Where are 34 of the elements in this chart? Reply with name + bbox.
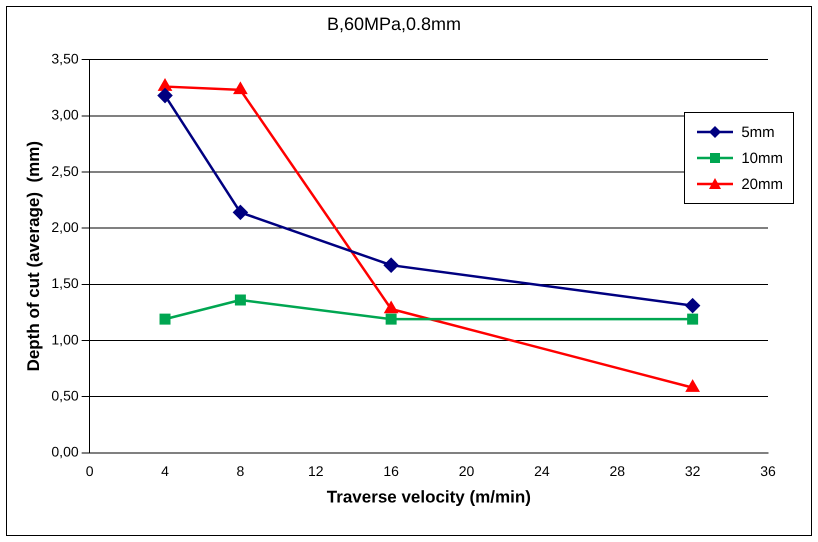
- x-tick-label: 16: [383, 463, 400, 480]
- point: [158, 88, 172, 103]
- point: [234, 294, 246, 306]
- point: [384, 258, 398, 272]
- y-tick-label: 2,50: [51, 162, 79, 179]
- x-tick-label: 36: [760, 463, 776, 480]
- legend-label: 5mm: [741, 124, 775, 140]
- x-tick-label: 8: [236, 463, 244, 480]
- point: [386, 314, 397, 325]
- y-tick-label: 1,00: [51, 331, 79, 348]
- x-tick-label: 4: [161, 463, 170, 480]
- y-axis-title: Depth of cut (average) (mm): [24, 140, 43, 372]
- point: [687, 314, 698, 325]
- x-tick-label: 0: [86, 463, 94, 480]
- y-tick-label: 0,00: [51, 444, 79, 460]
- point: [685, 298, 700, 313]
- point: [158, 79, 172, 91]
- x-tick-label: 32: [684, 463, 701, 480]
- x-tick-label: 20: [458, 463, 475, 480]
- y-tick-label: 3,50: [51, 50, 79, 66]
- point: [160, 314, 171, 325]
- legend-label: 10mm: [741, 150, 783, 166]
- legend-label: 20mm: [741, 176, 783, 192]
- y-tick-label: 1,50: [51, 275, 79, 292]
- y-tick-label: 2,00: [51, 218, 79, 235]
- x-tick-label: 12: [308, 463, 324, 480]
- y-tick-label: 3,00: [51, 106, 79, 123]
- chart-title: B,60MPa,0.8mm: [326, 14, 462, 34]
- point: [234, 82, 247, 94]
- point: [233, 205, 248, 220]
- y-tick-label: 0,50: [51, 387, 79, 404]
- x-axis-title: Traverse velocity (m/min): [326, 487, 531, 506]
- x-tick-label: 28: [609, 463, 626, 480]
- x-tick-label: 24: [534, 463, 550, 480]
